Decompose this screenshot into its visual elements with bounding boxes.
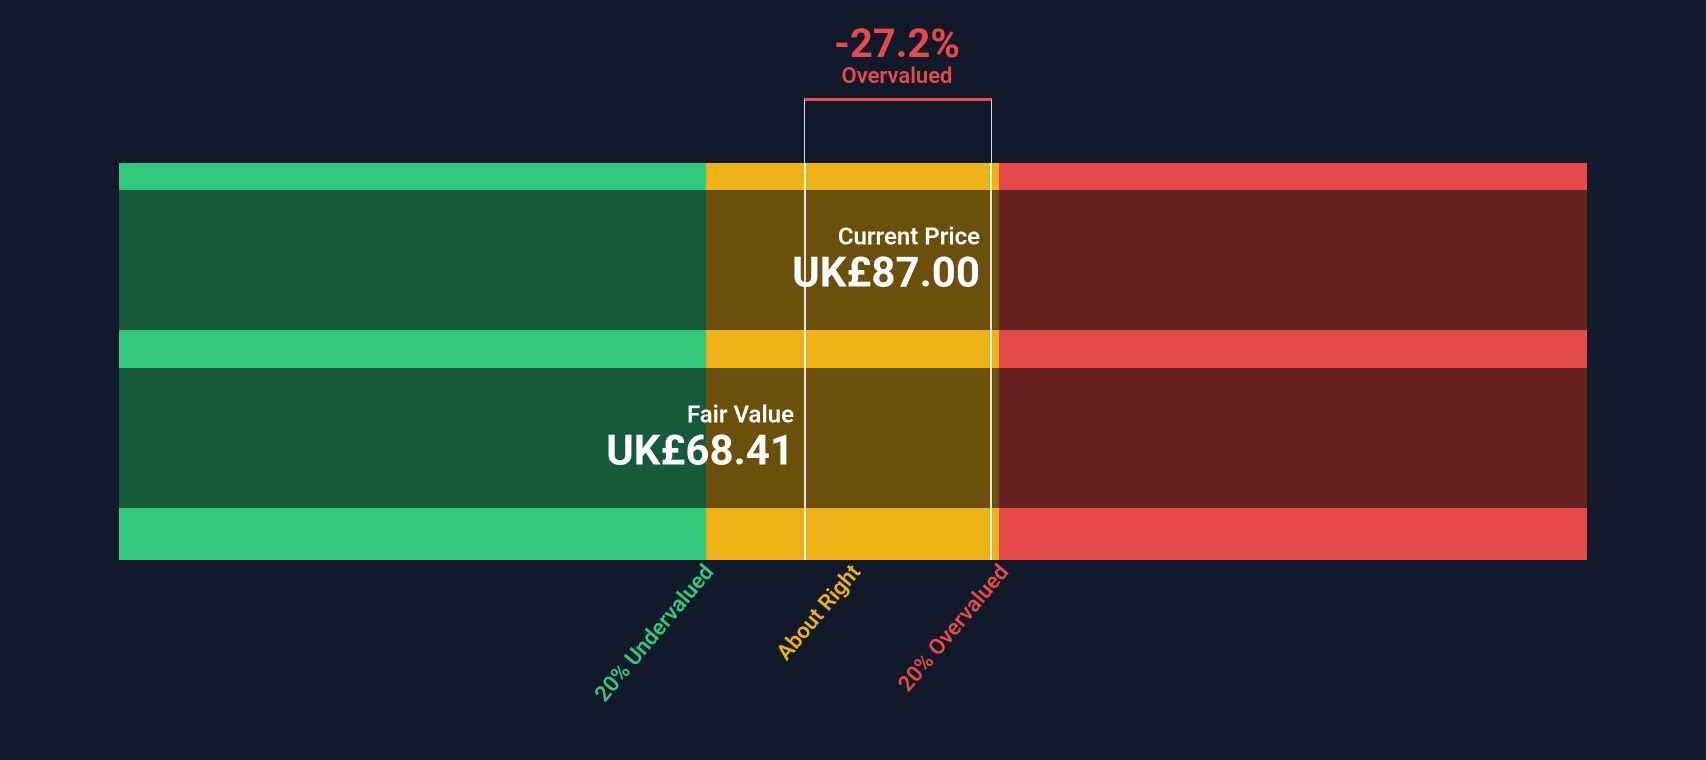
current-price-label: Current Price	[792, 223, 980, 251]
fair-value-row: Fair Value UK£68.41	[119, 368, 1587, 508]
axis-label-overvalued: 20% Overvalued	[894, 560, 1015, 697]
current-price-value: UK£87.00	[792, 249, 980, 298]
verdict-percent: -27.2%	[747, 22, 1047, 66]
verdict-bracket	[804, 98, 992, 166]
fair-value-label: Fair Value	[606, 401, 794, 429]
valuation-band: Current Price UK£87.00 Fair Value UK£68.…	[119, 163, 1587, 560]
axis-label-about-right: About Right	[772, 560, 866, 665]
current-price-callout: Current Price UK£87.00	[792, 223, 990, 298]
fair-value-callout: Fair Value UK£68.41	[606, 401, 804, 476]
fair-value-value: UK£68.41	[606, 427, 794, 476]
verdict-word: Overvalued	[747, 64, 1047, 89]
axis-label-undervalued: 20% Undervalued	[590, 560, 719, 707]
valuation-chart: -27.2% Overvalued Current Price UK£87.00…	[0, 0, 1706, 760]
current-price-row: Current Price UK£87.00	[119, 190, 1587, 330]
fair-value-marker	[804, 163, 806, 560]
current-price-marker	[990, 163, 992, 560]
verdict-block: -27.2% Overvalued	[747, 22, 1047, 89]
